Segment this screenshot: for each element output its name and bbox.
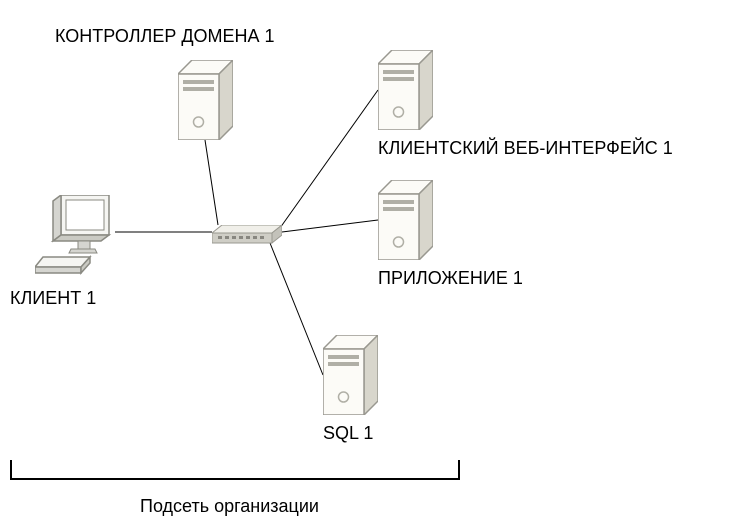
domain-controller-node: [178, 60, 233, 140]
server-icon: [378, 50, 433, 130]
client-label: КЛИЕНТ 1: [10, 288, 96, 309]
sql-label: SQL 1: [323, 423, 373, 444]
client-node: [35, 195, 115, 280]
network-diagram: КЛИЕНТ 1 КОНТРОЛЛЕР ДОМЕНА 1 КЛИЕНТСКИЙ …: [0, 0, 749, 529]
client-pc-icon: [35, 195, 115, 280]
server-icon: [378, 180, 433, 260]
application-label: ПРИЛОЖЕНИЕ 1: [378, 268, 523, 289]
sql-node: [323, 335, 378, 415]
web-interface-node: [378, 50, 433, 130]
application-node: [378, 180, 433, 260]
switch-node: [212, 225, 282, 243]
subnet-caption: Подсеть организации: [140, 496, 319, 517]
server-icon: [178, 60, 233, 140]
switch-icon: [212, 225, 282, 247]
domain-controller-label: КОНТРОЛЛЕР ДОМЕНА 1: [55, 26, 275, 47]
server-icon: [323, 335, 378, 415]
subnet-bracket: [10, 460, 460, 480]
web-interface-label: КЛИЕНТСКИЙ ВЕБ-ИНТЕРФЕЙС 1: [378, 138, 673, 159]
